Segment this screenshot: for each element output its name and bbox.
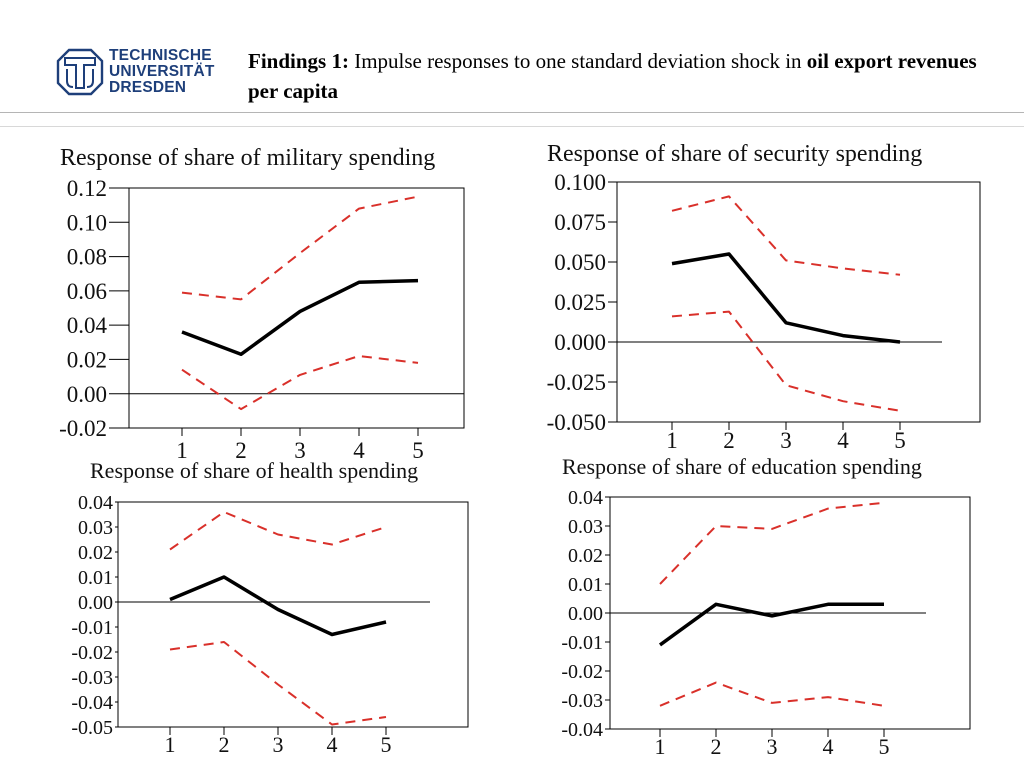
x-tick-label: 4 [823, 734, 834, 759]
lower-confidence-band [671, 310, 901, 412]
y-tick-label: -0.03 [561, 690, 603, 712]
header-divider [0, 112, 1024, 113]
university-logo: TECHNISCHE UNIVERSITÄT DRESDEN [56, 48, 226, 100]
x-tick-label: 3 [767, 734, 778, 759]
x-tick-label: 2 [219, 732, 230, 757]
y-tick-label: 0.04 [568, 487, 603, 509]
logo-line: DRESDEN [109, 79, 187, 96]
x-tick-label: 2 [723, 428, 735, 453]
logo-line: TECHNISCHE [109, 47, 212, 64]
impulse-response-line [671, 252, 901, 344]
chart-military: Response of share of military spending 0.… [59, 145, 465, 463]
x-tick-label: 5 [412, 438, 424, 463]
chart-title: Response of share of security spending [547, 141, 922, 167]
y-tick-label: 0.02 [67, 347, 107, 372]
lower-confidence-band [181, 355, 419, 411]
y-tick-label: -0.050 [547, 410, 606, 435]
y-tick-label: 0.02 [78, 542, 113, 564]
y-tick-label: 0.06 [67, 279, 107, 304]
y-tick-label: -0.01 [561, 632, 603, 654]
x-tick-label: 3 [273, 732, 284, 757]
y-tick-label: -0.025 [547, 370, 606, 395]
y-tick-label: 0.050 [554, 250, 606, 275]
upper-confidence-band [659, 501, 885, 585]
y-tick-label: 0.12 [67, 176, 107, 201]
tu-dresden-logo-icon [56, 48, 104, 96]
chart-security: Response of share of security spending 0.… [547, 141, 981, 453]
chart-education: Response of share of education spending 0… [561, 454, 971, 759]
x-tick-label: 5 [894, 428, 906, 453]
y-tick-label: 0.00 [78, 592, 113, 614]
lower-confidence-band [169, 641, 387, 726]
x-tick-label: 1 [176, 438, 188, 463]
y-tick-label: 0.04 [67, 313, 108, 338]
impulse-response-line [658, 602, 884, 647]
x-tick-label: 1 [165, 732, 176, 757]
title-label: Findings 1: [248, 49, 349, 73]
y-tick-label: 0.10 [67, 210, 107, 235]
y-tick-label: -0.05 [71, 717, 113, 739]
y-tick-label: 0.00 [67, 382, 107, 407]
chart-title: Response of share of education spending [562, 454, 922, 479]
y-tick-label: 0.025 [554, 290, 606, 315]
lower-confidence-band [659, 681, 885, 707]
impulse-response-line [169, 575, 387, 637]
x-tick-label: 2 [711, 734, 722, 759]
x-tick-label: 4 [327, 732, 338, 757]
slide-header: TECHNISCHE UNIVERSITÄT DRESDEN Findings … [0, 0, 1024, 128]
y-tick-label: -0.02 [71, 642, 113, 664]
plot-frame [616, 181, 981, 423]
title-text: Impulse responses to one standard deviat… [348, 49, 807, 73]
plot-frame [128, 187, 465, 429]
y-tick-label: 0.02 [568, 545, 603, 567]
title-bold-tail: oil export revenues per capita [248, 49, 977, 103]
x-tick-label: 3 [294, 438, 306, 463]
y-tick-label: 0.03 [78, 517, 113, 539]
y-tick-label: 0.100 [554, 170, 606, 195]
y-tick-label: -0.02 [59, 416, 107, 441]
y-tick-label: 0.075 [554, 210, 606, 235]
header-divider-secondary [0, 126, 1024, 127]
upper-confidence-band [671, 195, 901, 276]
logo-wordmark: TECHNISCHE UNIVERSITÄT DRESDEN [109, 48, 215, 96]
y-tick-label: -0.04 [561, 719, 603, 741]
plot-frame [117, 501, 469, 728]
impulse-response-line [181, 278, 419, 357]
x-tick-label: 4 [837, 428, 849, 453]
y-tick-label: 0.01 [78, 567, 113, 589]
y-tick-label: 0.03 [568, 516, 603, 538]
y-tick-label: -0.02 [561, 661, 603, 683]
x-tick-label: 5 [879, 734, 890, 759]
chart-health: Response of share of health spending 0.04… [71, 458, 469, 757]
y-tick-label: 0.01 [568, 574, 603, 596]
chart-title: Response of share of military spending [60, 145, 435, 171]
y-tick-label: 0.00 [568, 603, 603, 625]
x-tick-label: 4 [353, 438, 365, 463]
x-tick-label: 3 [780, 428, 792, 453]
x-tick-label: 5 [381, 732, 392, 757]
y-tick-label: -0.03 [71, 667, 113, 689]
chart-title: Response of share of health spending [90, 458, 418, 483]
y-tick-label: 0.000 [554, 330, 606, 355]
x-tick-label: 2 [235, 438, 247, 463]
x-tick-label: 1 [655, 734, 666, 759]
y-tick-label: -0.04 [71, 692, 113, 714]
upper-confidence-band [169, 511, 387, 551]
logo-line: UNIVERSITÄT [109, 63, 215, 80]
upper-confidence-band [181, 195, 419, 301]
y-tick-label: 0.04 [78, 492, 113, 514]
x-tick-label: 1 [666, 428, 678, 453]
y-tick-label: 0.08 [67, 245, 107, 270]
slide-title: Findings 1: Impulse responses to one sta… [248, 46, 988, 106]
y-tick-label: -0.01 [71, 617, 113, 639]
